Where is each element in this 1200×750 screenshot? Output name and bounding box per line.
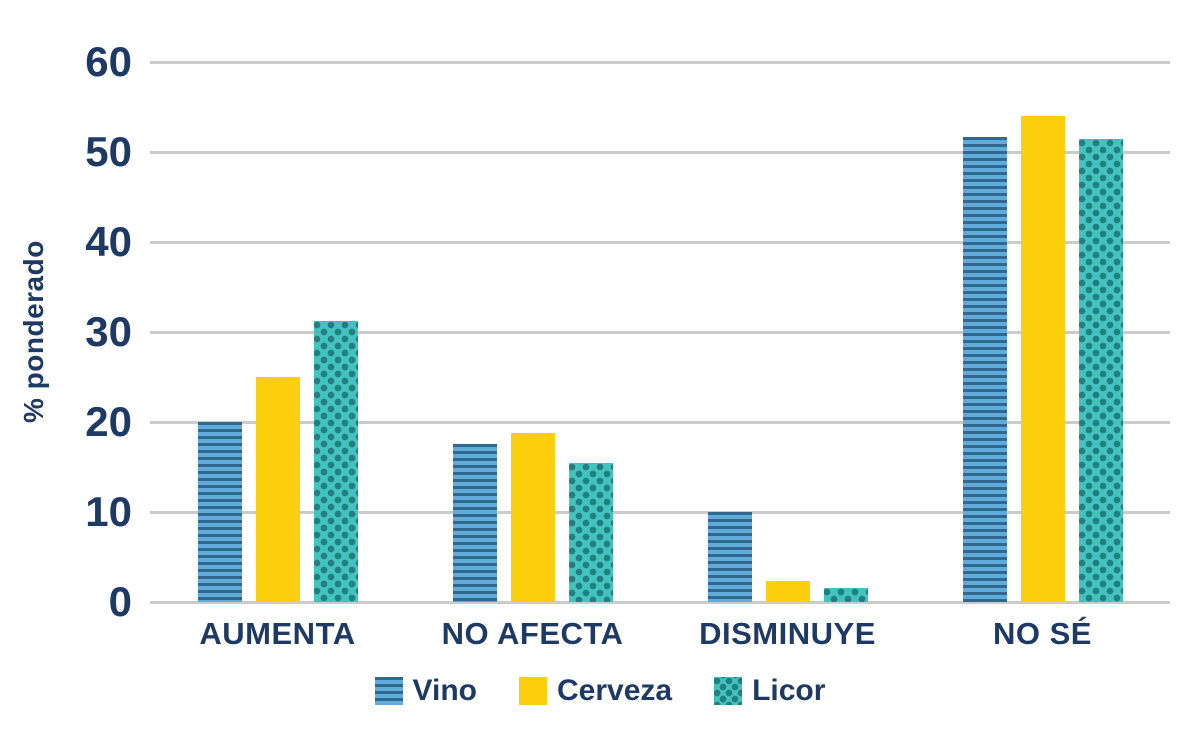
y-axis-tick-labels: 0 10 20 30 40 50 60	[0, 41, 132, 623]
legend-label-licor: Licor	[752, 674, 826, 707]
bar-vino-no-afecta	[452, 443, 497, 602]
y-tick-label-10: 10	[85, 488, 132, 535]
y-tick-label-20: 20	[85, 398, 132, 445]
legend-swatch-vino	[374, 677, 403, 705]
bar-cerveza-disminuye	[765, 581, 810, 602]
y-tick-label-60: 60	[85, 38, 132, 85]
bar-licor-no-sé	[1078, 138, 1123, 602]
legend-swatch-licor	[714, 677, 743, 705]
legend-item-licor: Licor	[714, 674, 825, 708]
bar-licor-disminuye	[823, 587, 868, 602]
legend: Vino Cerveza Licor	[0, 674, 1200, 708]
x-axis-category-labels: AUMENTA NO AFECTA DISMINUYE NO SÉ	[150, 616, 1170, 652]
legend-label-cerveza: Cerveza	[557, 674, 673, 707]
bar-group-disminuye	[660, 62, 915, 602]
y-tick-label-40: 40	[85, 218, 132, 265]
bar-vino-aumenta	[197, 422, 242, 602]
y-tick-label-0: 0	[108, 578, 132, 625]
bar-licor-aumenta	[313, 321, 358, 602]
legend-item-vino: Vino	[374, 674, 477, 708]
bar-vino-no-sé	[962, 136, 1007, 602]
gridline-20	[150, 420, 1170, 424]
bar-cerveza-no-afecta	[510, 432, 555, 602]
legend-label-vino: Vino	[412, 674, 477, 707]
legend-swatch-cerveza	[519, 677, 547, 705]
bar-group-no-afecta	[405, 62, 660, 602]
x-label-disminuye: DISMINUYE	[699, 616, 876, 651]
bar-cerveza-no-sé	[1020, 116, 1065, 602]
bars-layer	[150, 62, 1170, 602]
bar-licor-no-afecta	[568, 462, 613, 602]
gridline-60	[150, 60, 1170, 64]
gridline-0	[150, 600, 1170, 604]
legend-item-cerveza: Cerveza	[519, 674, 672, 708]
bar-cerveza-aumenta	[255, 377, 300, 602]
x-label-aumenta: AUMENTA	[199, 616, 356, 651]
gridline-50	[150, 150, 1170, 154]
bar-group-aumenta	[150, 62, 405, 602]
y-tick-label-30: 30	[85, 308, 132, 355]
gridline-40	[150, 240, 1170, 244]
bar-vino-disminuye	[707, 512, 752, 602]
x-label-no-afecta: NO AFECTA	[441, 616, 624, 651]
plot-area	[150, 60, 1170, 604]
gridline-10	[150, 510, 1170, 514]
y-tick-label-50: 50	[85, 128, 132, 175]
x-label-no-sé: NO SÉ	[993, 616, 1092, 651]
gridline-30	[150, 330, 1170, 334]
bar-group-no-sé	[915, 62, 1170, 602]
